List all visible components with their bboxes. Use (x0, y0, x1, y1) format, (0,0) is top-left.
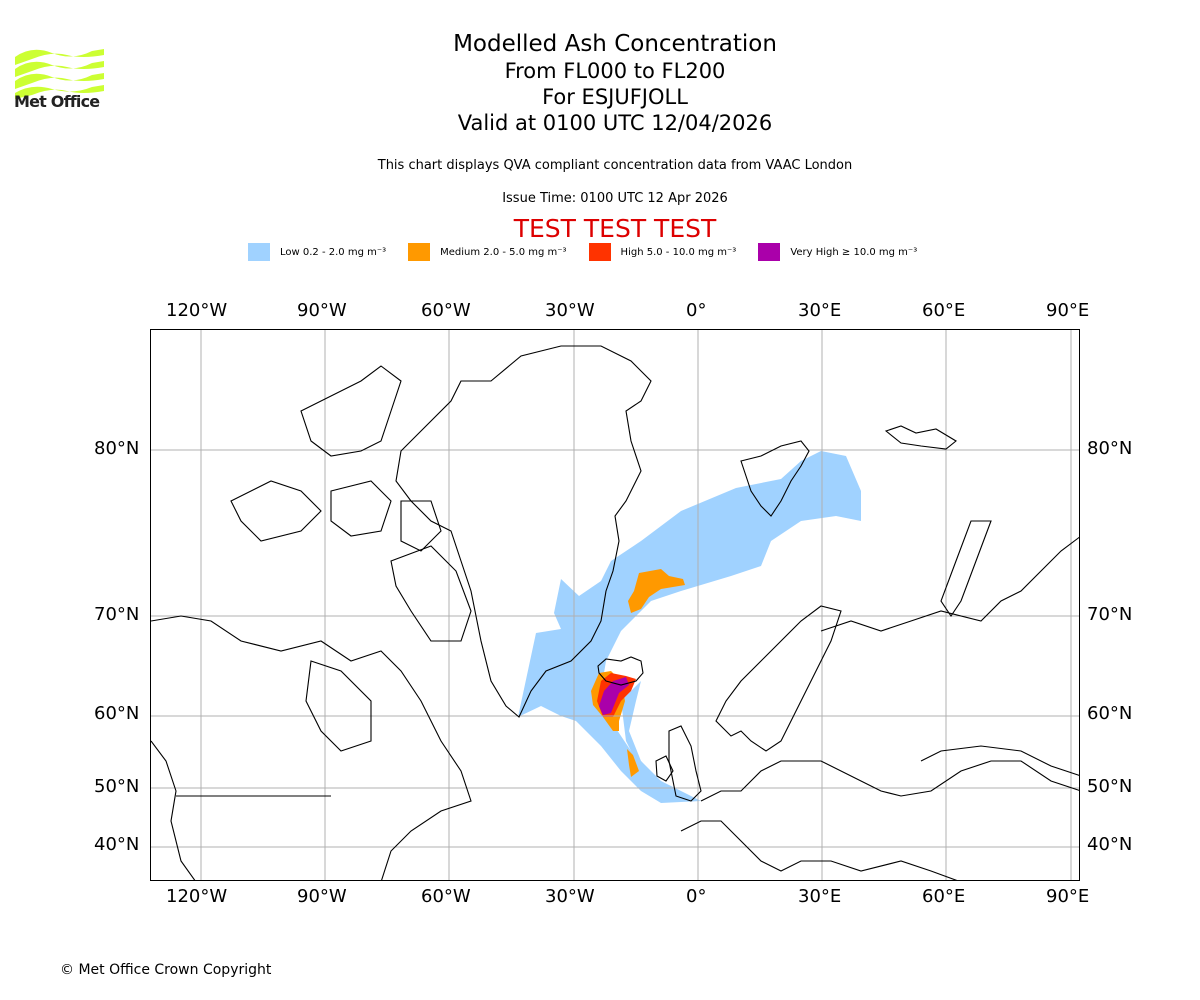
compliance-note: This chart displays QVA compliant concen… (377, 158, 853, 173)
lat-label-left: 40°N (94, 834, 140, 855)
lon-label-top: 30°E (798, 300, 842, 321)
lon-label-top: 0° (686, 300, 707, 321)
lon-label-bottom: 30°E (798, 886, 842, 907)
title-block: Modelled Ash Concentration From FL000 to… (300, 30, 930, 136)
ash-very-high-region (599, 677, 629, 715)
lon-label-bottom: 30°W (545, 886, 595, 907)
map-canvas (151, 330, 1079, 880)
legend-label: Medium 2.0 - 5.0 mg m⁻³ (440, 246, 567, 258)
legend-label: Very High ≥ 10.0 mg m⁻³ (790, 246, 918, 258)
issue-time: Issue Time: 0100 UTC 12 Apr 2026 (502, 191, 728, 206)
lon-label-top: 60°W (421, 300, 471, 321)
lon-label-bottom: 90°E (1046, 886, 1090, 907)
legend-swatch (408, 243, 431, 261)
map-area[interactable] (150, 329, 1080, 881)
lat-label-right: 70°N (1087, 604, 1133, 625)
legend-item-high: High 5.0 - 10.0 mg m⁻³ (588, 243, 737, 261)
lon-label-top: 30°W (545, 300, 595, 321)
lon-label-bottom: 120°W (166, 886, 228, 907)
met-office-logo-icon (15, 49, 104, 99)
legend: Low 0.2 - 2.0 mg m⁻³ Medium 2.0 - 5.0 mg… (248, 243, 939, 261)
lat-label-left: 80°N (94, 438, 140, 459)
lon-label-top: 60°E (922, 300, 966, 321)
lat-label-right: 80°N (1087, 438, 1133, 459)
legend-item-very-high: Very High ≥ 10.0 mg m⁻³ (758, 243, 917, 261)
lon-label-top: 120°W (166, 300, 228, 321)
valid-time: Valid at 0100 UTC 12/04/2026 (457, 111, 773, 135)
ash-low-region (518, 451, 861, 803)
lon-label-bottom: 0° (686, 886, 707, 907)
lon-label-bottom: 60°W (421, 886, 471, 907)
volcano-name: For ESJUFJOLL (542, 85, 688, 109)
lon-label-top: 90°W (297, 300, 347, 321)
legend-swatch (758, 243, 781, 261)
lat-label-right: 60°N (1087, 703, 1133, 724)
copyright-notice: © Met Office Crown Copyright (60, 962, 272, 978)
legend-swatch (248, 243, 270, 261)
legend-label: High 5.0 - 10.0 mg m⁻³ (620, 246, 737, 258)
lon-label-top: 90°E (1046, 300, 1090, 321)
legend-label: Low 0.2 - 2.0 mg m⁻³ (280, 246, 387, 258)
lon-label-bottom: 60°E (922, 886, 966, 907)
legend-swatch (588, 243, 611, 261)
legend-item-low: Low 0.2 - 2.0 mg m⁻³ (248, 243, 386, 261)
flight-levels: From FL000 to FL200 (504, 59, 726, 83)
coastlines (151, 345, 1079, 880)
met-office-logo-text: Met Office (14, 92, 100, 111)
lon-label-bottom: 90°W (297, 886, 347, 907)
test-banner: TEST TEST TEST (513, 214, 717, 243)
legend-item-medium: Medium 2.0 - 5.0 mg m⁻³ (408, 243, 567, 261)
lat-label-left: 50°N (94, 776, 140, 797)
lat-label-left: 60°N (94, 703, 140, 724)
lat-label-right: 40°N (1087, 834, 1133, 855)
lat-label-right: 50°N (1087, 776, 1133, 797)
chart-title: Modelled Ash Concentration (453, 31, 777, 57)
lat-label-left: 70°N (94, 604, 140, 625)
